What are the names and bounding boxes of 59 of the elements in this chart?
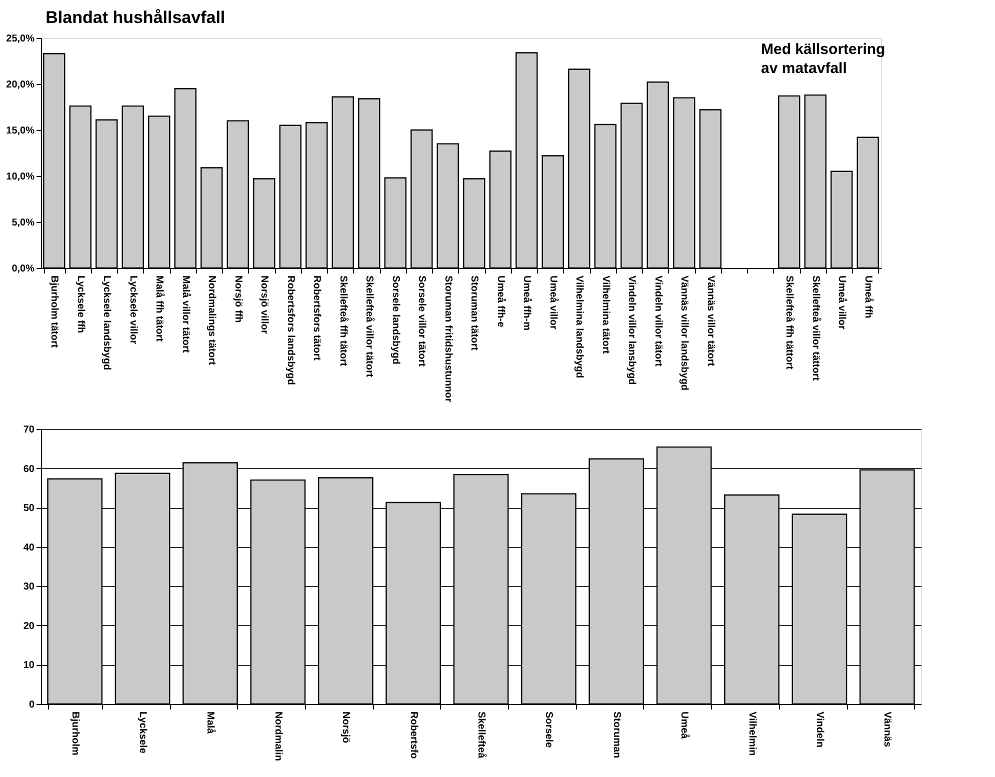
y-tick-label: 0,0% — [12, 264, 35, 274]
x-tick-label: Storuman — [610, 712, 622, 758]
x-tick-label: Vännäs villor tätort — [704, 276, 716, 367]
y-tick-label: 15,0% — [6, 126, 35, 136]
x-tick-label: Norsjö — [340, 712, 352, 744]
x-tick-label: Sorsele — [543, 712, 554, 748]
y-tick-label: 20 — [23, 620, 35, 632]
x-tick-label: Nordmalings tätort — [206, 276, 218, 366]
x-tick-label: Robertsfors tätort — [311, 276, 322, 362]
y-tick-label: 0 — [28, 700, 35, 710]
x-tick-label: Storuman tätort — [468, 276, 480, 352]
x-tick-label: Malå villor tätort — [180, 276, 192, 354]
x-tick-label: Umeå villor — [836, 276, 848, 330]
x-tick-label: Malå ffh tätort — [154, 276, 166, 342]
x-tick-label: Lycksele — [137, 712, 148, 754]
x-tick-label: Norsjö villor — [258, 276, 270, 334]
x-tick-label: Skellefteå villor tätort — [364, 276, 376, 378]
y-tick-label: 5,0% — [12, 218, 35, 228]
x-tick-label: Norsjö ffh — [232, 276, 244, 323]
x-tick-label: Bjurholm tätort — [48, 276, 60, 348]
y-tick-label: 25,0% — [6, 34, 35, 44]
x-tick-label: Malå — [204, 712, 217, 734]
y-tick-label: 70 — [23, 424, 35, 436]
x-tick-label: Umeå ffh-e — [494, 276, 507, 328]
y-tick-label: 20,0% — [6, 80, 35, 90]
x-tick-label: Lycksele ffh — [74, 276, 86, 333]
x-tick-label: Vännäs — [882, 712, 893, 748]
x-tick-label: Robertsfo — [408, 712, 419, 759]
x-tick-label: Umeå ffh — [862, 276, 874, 318]
x-tick-label: Lycksele landsbygd — [101, 276, 112, 370]
x-tick-label: Vindeln — [814, 712, 825, 748]
y-tick-label: 40 — [23, 542, 35, 554]
chart-title: Blandat hushållsavfall — [46, 8, 226, 27]
x-tick-label: Vindeln villor tätort — [652, 276, 664, 368]
x-tick-label: Sorsele landsbygd — [390, 276, 401, 364]
x-tick-label: Umeå ffh-m — [521, 276, 534, 331]
x-tick-label: Vindeln villor lansbygd — [626, 276, 638, 385]
x-tick-label: Sorsele villor tätort — [416, 276, 428, 368]
y-tick-label: 10 — [23, 660, 35, 672]
x-tick-label: Bjurholm — [69, 712, 80, 756]
x-tick-label: Umeå — [678, 712, 691, 740]
y-tick-label: 10,0% — [6, 172, 35, 182]
y-tick-label: 60 — [23, 464, 35, 475]
x-tick-label: Vilhelmin — [746, 712, 758, 756]
x-tick-label: Skellefteå villor tättort — [810, 276, 822, 382]
x-tick-label: Robertsfors landsbygd — [284, 276, 296, 385]
x-tick-label: Skellefteå ffh tätort — [337, 276, 350, 367]
annotation: Med källsortering av matavfall — [761, 41, 886, 77]
x-tick-label: Skellefteå ffh tättort — [784, 276, 796, 370]
x-tick-label: Vilhelmina landsbygd — [574, 276, 585, 378]
x-tick-label: Storuman fritidshustunnor — [442, 276, 454, 402]
y-tick-label: 50 — [23, 503, 35, 514]
x-tick-label: Skellefteå — [476, 712, 488, 759]
y-tick-label: 30 — [23, 582, 35, 593]
x-tick-label: Nordmalin — [272, 712, 284, 761]
x-tick-label: Umeå villor — [547, 276, 560, 330]
x-tick-label: Lycksele villor — [127, 276, 138, 344]
x-tick-label: Vännäs villor landsbygd — [678, 276, 690, 391]
x-tick-label: Vilhelmina tätort — [600, 276, 611, 354]
